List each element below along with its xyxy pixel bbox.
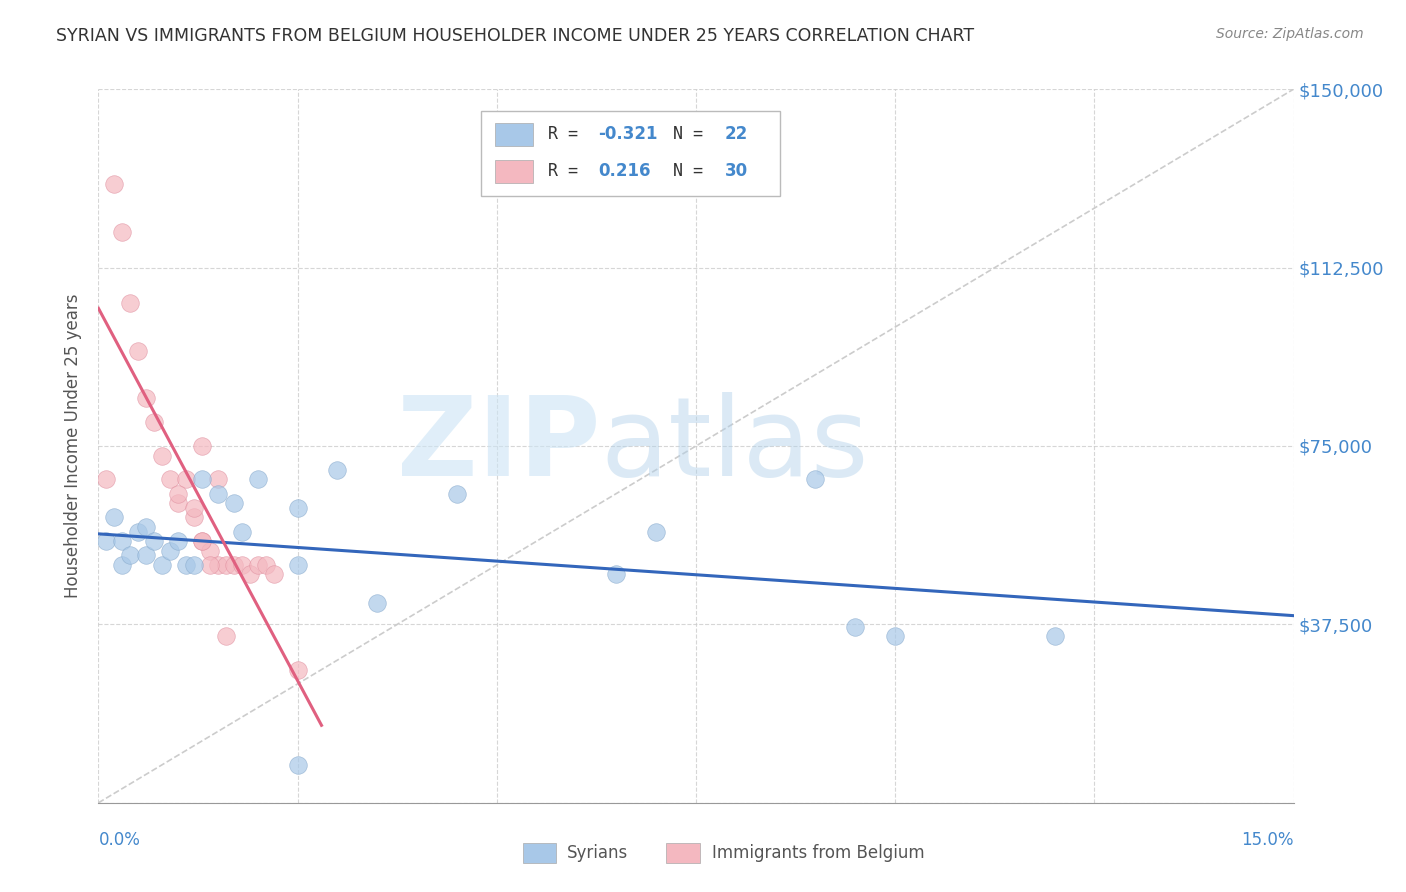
Point: [159, 472, 181, 486]
Point: [231, 558, 253, 572]
Point: [844, 620, 866, 634]
Point: [135, 392, 157, 406]
Point: [111, 558, 134, 572]
Text: 15.0%: 15.0%: [1241, 831, 1294, 849]
Text: 30: 30: [724, 162, 748, 180]
Point: [326, 463, 349, 477]
Text: SYRIAN VS IMMIGRANTS FROM BELGIUM HOUSEHOLDER INCOME UNDER 25 YEARS CORRELATION : SYRIAN VS IMMIGRANTS FROM BELGIUM HOUSEH…: [56, 27, 974, 45]
Point: [222, 496, 245, 510]
Text: Syrians: Syrians: [567, 844, 628, 862]
Text: R =: R =: [548, 125, 588, 143]
Point: [207, 472, 229, 486]
FancyBboxPatch shape: [523, 844, 557, 863]
Text: N =: N =: [673, 162, 713, 180]
Point: [143, 415, 166, 429]
Text: atlas: atlas: [600, 392, 869, 500]
FancyBboxPatch shape: [666, 844, 700, 863]
Text: Source: ZipAtlas.com: Source: ZipAtlas.com: [1216, 27, 1364, 41]
Point: [96, 534, 118, 549]
Point: [366, 596, 388, 610]
Point: [159, 543, 181, 558]
Point: [120, 549, 142, 563]
Point: [191, 439, 214, 453]
Point: [127, 343, 149, 358]
Point: [135, 520, 157, 534]
Point: [150, 449, 173, 463]
Point: [174, 558, 197, 572]
Point: [222, 558, 245, 572]
Point: [183, 510, 205, 524]
Text: -0.321: -0.321: [598, 125, 658, 143]
Text: Immigrants from Belgium: Immigrants from Belgium: [711, 844, 924, 862]
Point: [103, 178, 125, 192]
Point: [446, 486, 468, 500]
Text: R =: R =: [548, 162, 598, 180]
Point: [191, 534, 214, 549]
Point: [239, 567, 262, 582]
FancyBboxPatch shape: [495, 160, 533, 183]
Point: [287, 663, 309, 677]
Point: [191, 472, 214, 486]
Point: [127, 524, 149, 539]
Point: [884, 629, 907, 643]
Point: [167, 486, 190, 500]
Point: [804, 472, 827, 486]
Point: [287, 558, 309, 572]
Point: [215, 558, 238, 572]
Point: [1043, 629, 1066, 643]
Point: [254, 558, 277, 572]
Point: [96, 472, 118, 486]
Point: [167, 496, 190, 510]
Point: [198, 558, 221, 572]
Text: 22: 22: [724, 125, 748, 143]
Text: N =: N =: [673, 125, 713, 143]
Point: [287, 757, 309, 772]
Point: [263, 567, 285, 582]
Point: [207, 558, 229, 572]
Point: [135, 549, 157, 563]
FancyBboxPatch shape: [481, 111, 780, 196]
Point: [198, 543, 221, 558]
Point: [143, 534, 166, 549]
Point: [246, 472, 269, 486]
Point: [174, 472, 197, 486]
Text: 0.216: 0.216: [598, 162, 651, 180]
Point: [231, 524, 253, 539]
Point: [183, 500, 205, 515]
Point: [183, 558, 205, 572]
Point: [111, 225, 134, 239]
Text: 0.0%: 0.0%: [98, 831, 141, 849]
Y-axis label: Householder Income Under 25 years: Householder Income Under 25 years: [65, 293, 83, 599]
Point: [287, 500, 309, 515]
Point: [167, 534, 190, 549]
Point: [191, 534, 214, 549]
Point: [150, 558, 173, 572]
Point: [207, 486, 229, 500]
Point: [111, 534, 134, 549]
FancyBboxPatch shape: [495, 123, 533, 145]
Point: [103, 510, 125, 524]
Point: [215, 629, 238, 643]
Point: [246, 558, 269, 572]
Point: [120, 296, 142, 310]
Point: [605, 567, 627, 582]
Point: [645, 524, 668, 539]
Text: ZIP: ZIP: [396, 392, 600, 500]
